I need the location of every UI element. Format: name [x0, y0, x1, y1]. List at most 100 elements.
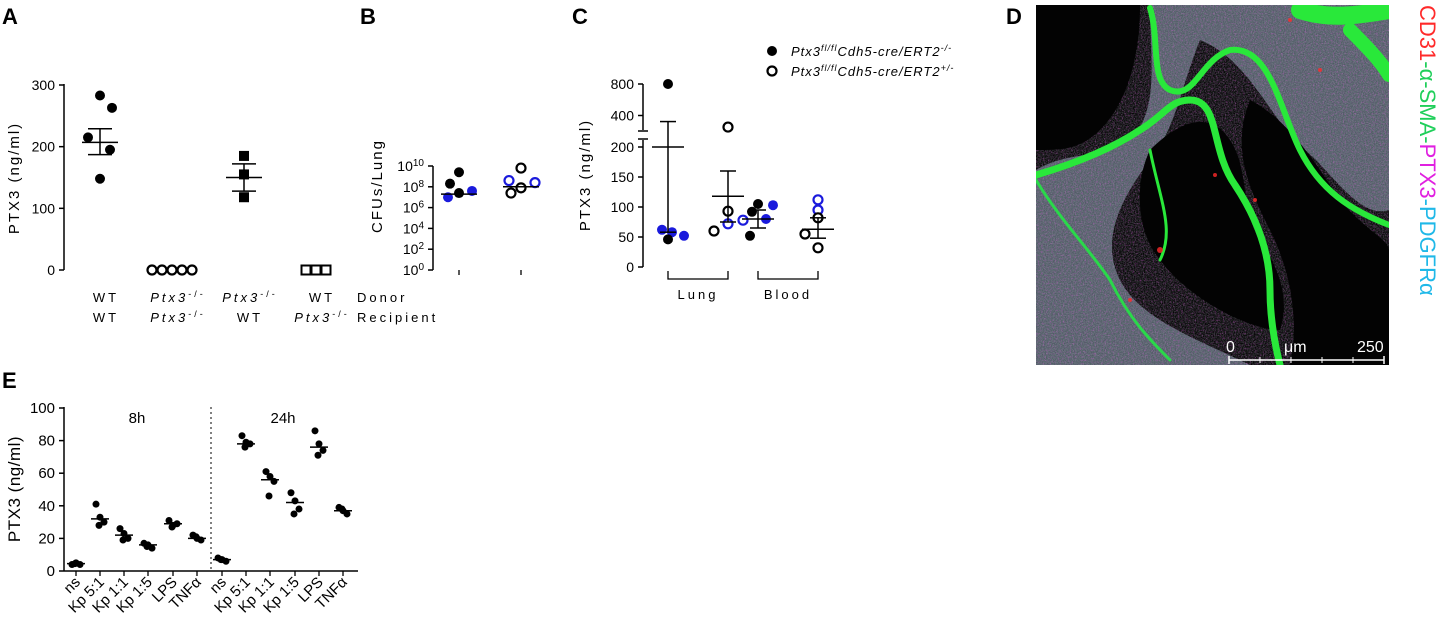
e-point	[192, 533, 200, 541]
e-point	[265, 492, 273, 500]
c-group-label-lung: Lung	[678, 287, 719, 302]
c-y-tick-label: 0	[626, 259, 634, 275]
panel-a: 0 100 200 300 PTX3 (ng/ml) WT WT Ptx3-/- Ptx3-…	[6, 77, 438, 325]
c-point	[812, 242, 824, 254]
a-point	[239, 150, 249, 161]
stain-label-sma: -α-SMA-	[1415, 61, 1436, 143]
cd31-signal	[1128, 18, 1322, 302]
e-point	[287, 489, 295, 497]
panel-c-label: C	[572, 4, 588, 29]
c-legend-marker	[766, 65, 778, 77]
b-y-tick-label: 102	[403, 241, 425, 258]
panel-b-label: B	[360, 4, 376, 29]
e-y-tick-label: 100	[30, 400, 55, 417]
a-donor-label: WT	[309, 290, 335, 305]
a-y-tick-label: 0	[47, 262, 55, 278]
b-y-label: CFUs/Lung	[369, 139, 386, 233]
e-y-tick-label: 80	[38, 433, 55, 450]
e-point	[100, 518, 108, 526]
a-point	[176, 264, 188, 276]
e-section-24h: 24h	[270, 410, 295, 427]
e-point	[311, 427, 319, 435]
b-point	[505, 187, 517, 199]
stain-label-pdgfra: -PDGFRα	[1415, 199, 1436, 296]
panel-a-label: A	[2, 4, 18, 29]
e-y-tick-label: 40	[38, 498, 55, 515]
b-point	[515, 162, 527, 174]
a-point	[300, 264, 312, 276]
c-y-label: PTX3 (ng/ml)	[577, 119, 594, 231]
b-y-tick-label: 100	[403, 262, 425, 279]
e-y-tick-label: 0	[47, 563, 55, 580]
c-point	[747, 206, 757, 217]
e-point	[291, 497, 299, 505]
b-y-tick-label: 104	[403, 220, 425, 237]
c-group-label-blood: Blood	[764, 287, 812, 302]
e-point	[266, 472, 274, 480]
e-point	[116, 525, 124, 533]
e-point	[270, 477, 278, 485]
e-point	[295, 505, 303, 513]
c-legend-label: Ptx3fl/flCdh5-cre/ERT2-/-	[791, 43, 952, 59]
c-y-tick-label: 400	[611, 108, 635, 124]
b-point	[454, 167, 464, 178]
c-point	[708, 225, 720, 237]
b-point	[454, 188, 464, 199]
e-point	[338, 505, 346, 513]
a-row-label-recipient: Recipient	[357, 310, 438, 325]
e-point	[168, 523, 176, 531]
a-point	[107, 102, 117, 113]
b-point	[529, 177, 541, 189]
e-section-8h: 8h	[129, 410, 146, 427]
a-point	[95, 173, 105, 184]
a-y-tick-label: 200	[32, 139, 56, 155]
a-point	[83, 132, 93, 143]
panel-c: Ptx3fl/flCdh5-cre/ERT2-/- Ptx3fl/flCdh5-c…	[577, 43, 953, 302]
scale-bar-start-label: 0	[1226, 339, 1235, 356]
b-point	[445, 178, 455, 189]
c-point	[657, 224, 667, 235]
b-point	[515, 182, 527, 194]
e-point	[119, 536, 127, 544]
c-point	[663, 79, 673, 89]
c-point	[745, 230, 755, 241]
scale-bar-unit-label: μm	[1284, 339, 1307, 356]
e-point	[92, 500, 100, 508]
c-legend-marker	[767, 46, 777, 56]
a-point	[320, 264, 332, 276]
b-point	[503, 174, 515, 187]
e-point	[165, 516, 173, 524]
a-donor-label: Ptx3-/-	[150, 289, 206, 305]
panel-d-label: D	[1006, 4, 1022, 29]
a-point	[310, 264, 322, 276]
a-y-tick-label: 300	[32, 77, 56, 93]
a-point	[166, 264, 178, 276]
e-point	[262, 468, 270, 476]
a-recipient-label: WT	[93, 310, 119, 325]
c-y-tick-label: 150	[611, 169, 635, 185]
e-point	[315, 440, 323, 448]
a-recipient-label: WT	[237, 310, 263, 325]
e-point	[290, 510, 298, 518]
a-donor-label: WT	[93, 290, 119, 305]
a-recipient-label: Ptx3-/-	[294, 309, 350, 325]
c-point	[663, 234, 673, 245]
e-point	[238, 432, 246, 440]
b-y-tick-label: 108	[403, 178, 425, 195]
a-recipient-label: Ptx3-/-	[150, 309, 206, 325]
tissue-region	[1036, 5, 1389, 365]
b-y-tick-label: 1010	[397, 158, 424, 175]
a-point	[146, 264, 158, 276]
stain-label-cd31: CD31	[1415, 5, 1436, 61]
stain-label-ptx3: PTX3	[1415, 144, 1436, 199]
a-point	[156, 264, 168, 276]
e-point	[314, 451, 322, 459]
scale-bar-end-label: 250	[1357, 339, 1384, 356]
c-y-tick-label: 200	[611, 139, 635, 155]
e-point	[143, 543, 151, 551]
c-point	[753, 199, 763, 209]
e-point	[343, 510, 351, 518]
a-y-tick-label: 100	[32, 200, 56, 216]
